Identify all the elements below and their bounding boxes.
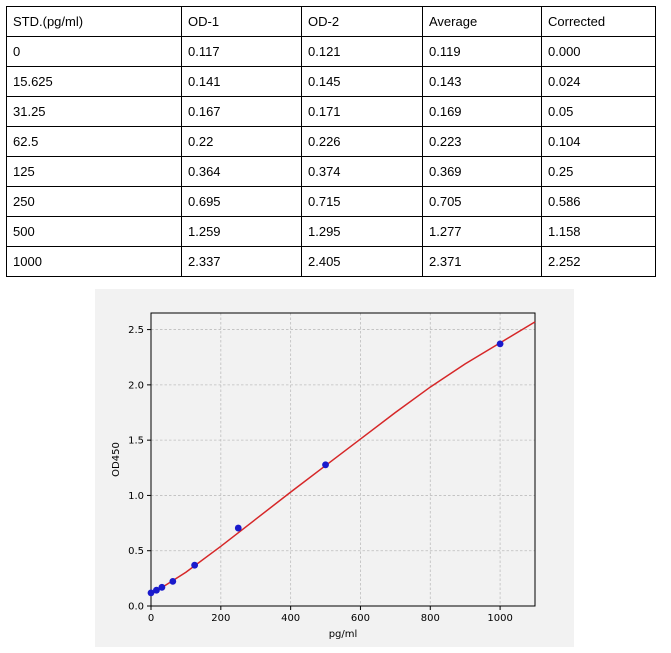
- table-row: 0 0.117 0.121 0.119 0.000: [6, 36, 656, 67]
- y-axis-label: OD450: [111, 442, 122, 477]
- data-point: [234, 524, 242, 532]
- y-tick-label: 0.5: [128, 546, 144, 557]
- fit-curve: [150, 321, 536, 596]
- table-cell: 125: [6, 156, 182, 187]
- x-tick-label: 800: [421, 613, 440, 624]
- x-tick-label: 200: [211, 613, 230, 624]
- x-tick-label: 0: [148, 613, 154, 624]
- data-point: [191, 561, 199, 569]
- table-cell: 0.000: [541, 36, 656, 67]
- table-cell: 1.158: [541, 216, 656, 247]
- y-tick-label: 2.5: [128, 325, 144, 336]
- table-cell: 0.374: [301, 156, 423, 187]
- data-point: [147, 589, 155, 597]
- table-cell: 2.405: [301, 246, 423, 277]
- table-cell: 1000: [6, 246, 182, 277]
- table-cell: 1.259: [181, 216, 302, 247]
- table-cell: 0.145: [301, 66, 423, 97]
- table-cell: 0.104: [541, 126, 656, 157]
- table-cell: 0.167: [181, 96, 302, 127]
- y-tick-label: 2.0: [128, 380, 144, 391]
- data-point: [169, 577, 177, 585]
- table-row: 62.5 0.22 0.226 0.223 0.104: [6, 126, 656, 157]
- data-point: [153, 586, 160, 594]
- table-cell: 0.226: [301, 126, 423, 157]
- column-header: OD-2: [301, 6, 423, 37]
- table-cell: 0.171: [301, 96, 423, 127]
- table-row: 31.25 0.167 0.171 0.169 0.05: [6, 96, 656, 127]
- table-cell: 0.119: [422, 36, 542, 67]
- table-cell: 15.625: [6, 66, 182, 97]
- table-row: 125 0.364 0.374 0.369 0.25: [6, 156, 656, 187]
- table-row: 1000 2.337 2.405 2.371 2.252: [6, 246, 656, 277]
- table-row: 500 1.259 1.295 1.277 1.158: [6, 216, 656, 247]
- table-cell: 250: [6, 186, 182, 217]
- data-point: [158, 583, 166, 591]
- x-tick-label: 600: [351, 613, 370, 624]
- x-tick-label: 1000: [487, 613, 512, 624]
- data-point: [322, 461, 329, 469]
- y-tick-label: 1.5: [128, 436, 144, 447]
- table-cell: 0.695: [181, 186, 302, 217]
- table-cell: 2.252: [541, 246, 656, 277]
- column-header: STD.(pg/ml): [6, 6, 182, 37]
- table-cell: 62.5: [6, 126, 182, 157]
- table-cell: 0.141: [181, 66, 302, 97]
- table-row: 15.625 0.141 0.145 0.143 0.024: [6, 66, 656, 97]
- table-cell: 1.295: [301, 216, 423, 247]
- table-cell: 0.715: [301, 186, 423, 217]
- table-cell: 0.117: [181, 36, 302, 67]
- table-cell: 2.371: [422, 246, 542, 277]
- table-cell: 0: [6, 36, 182, 67]
- table-cell: 0.05: [541, 96, 656, 127]
- column-header: OD-1: [181, 6, 302, 37]
- axis-ticks: 0 200 400 600 800 1000 0.0 0.5 1.0 1.5 2.0 2.5: [128, 325, 513, 624]
- table-cell: 0.024: [541, 66, 656, 97]
- table-cell: 0.121: [301, 36, 423, 67]
- standard-curve-table: STD.(pg/ml) OD-1 OD-2 Average Corrected …: [6, 6, 656, 277]
- standard-curve-chart: 0 200 400 600 800 1000 0.0 0.5 1.0 1.5 2.0 2.5 pg/m…: [95, 289, 574, 647]
- y-tick-label: 0.0: [128, 602, 144, 613]
- table-cell: 0.223: [422, 126, 542, 157]
- chart-svg: 0 200 400 600 800 1000 0.0 0.5 1.0 1.5 2.0 2.5 pg/m…: [111, 312, 536, 640]
- table-header-row: STD.(pg/ml) OD-1 OD-2 Average Corrected: [6, 6, 656, 37]
- table-cell: 500: [6, 216, 182, 247]
- table-cell: 0.586: [541, 186, 656, 217]
- table-cell: 0.143: [422, 66, 542, 97]
- table-cell: 0.705: [422, 186, 542, 217]
- table-cell: 2.337: [181, 246, 302, 277]
- column-header: Corrected: [541, 6, 656, 37]
- data-point: [496, 340, 504, 348]
- table-row: 250 0.695 0.715 0.705 0.586: [6, 186, 656, 217]
- table-cell: 0.369: [422, 156, 542, 187]
- column-header: Average: [422, 6, 542, 37]
- table-cell: 31.25: [6, 96, 182, 127]
- table-cell: 1.277: [422, 216, 542, 247]
- table-cell: 0.22: [181, 126, 302, 157]
- x-axis-label: pg/ml: [329, 629, 358, 640]
- table-cell: 0.25: [541, 156, 656, 187]
- y-tick-label: 1.0: [128, 491, 144, 502]
- table-cell: 0.364: [181, 156, 302, 187]
- data-points: [147, 340, 504, 597]
- plot-frame: [150, 312, 536, 607]
- table-cell: 0.169: [422, 96, 542, 127]
- fit-curve-line: [150, 321, 536, 596]
- x-tick-label: 400: [281, 613, 300, 624]
